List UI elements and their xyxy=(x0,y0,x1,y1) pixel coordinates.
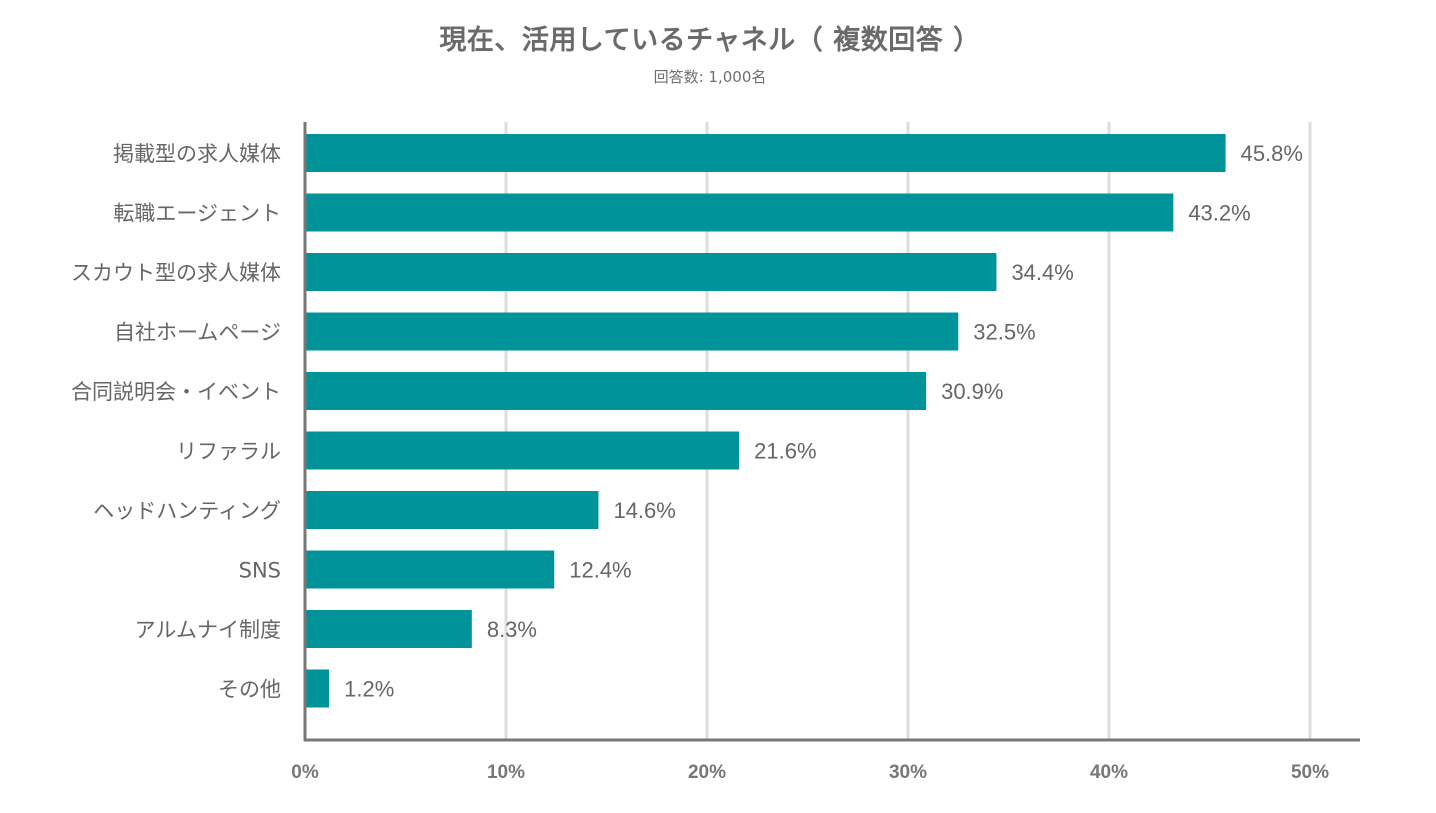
value-label-0: 45.8% xyxy=(1241,141,1303,166)
bar-0 xyxy=(306,134,1226,172)
category-label-8: アルムナイ制度 xyxy=(135,618,281,642)
bar-1 xyxy=(306,193,1174,232)
bar-7 xyxy=(306,550,555,589)
category-label-0: 掲載型の求人媒体 xyxy=(113,142,281,166)
bar-8 xyxy=(306,610,472,648)
x-tick-label-50: 50% xyxy=(1291,762,1329,783)
x-tick-label-20: 20% xyxy=(688,762,726,783)
category-label-6: ヘッドハンティング xyxy=(93,499,281,523)
category-label-1: 転職エージェント xyxy=(113,202,281,226)
x-tick-label-0: 0% xyxy=(291,762,319,783)
x-tick-label-10: 10% xyxy=(487,762,525,783)
bar-4 xyxy=(306,372,927,410)
bar-6 xyxy=(306,491,599,529)
category-label-2: スカウト型の求人媒体 xyxy=(71,261,281,285)
category-label-5: リファラル xyxy=(176,440,281,464)
value-label-7: 12.4% xyxy=(569,558,631,583)
bar-5 xyxy=(306,431,740,470)
category-label-9: その他 xyxy=(218,678,281,702)
bar-3 xyxy=(306,312,959,351)
category-label-7: SNS xyxy=(239,559,281,583)
value-label-5: 21.6% xyxy=(754,439,816,464)
value-label-4: 30.9% xyxy=(941,379,1003,404)
value-label-6: 14.6% xyxy=(613,498,675,523)
value-label-9: 1.2% xyxy=(344,677,394,702)
value-label-3: 32.5% xyxy=(973,320,1035,345)
category-label-4: 合同説明会・イベント xyxy=(71,380,281,404)
chart-title: 現在、活用しているチャネル（ 複数回答 ） xyxy=(439,25,981,56)
value-label-8: 8.3% xyxy=(487,617,537,642)
value-label-2: 34.4% xyxy=(1011,260,1073,285)
value-label-1: 43.2% xyxy=(1188,201,1250,226)
bar-2 xyxy=(306,253,997,291)
x-tick-label-30: 30% xyxy=(889,762,927,783)
category-label-3: 自社ホームページ xyxy=(114,321,281,345)
chart-subtitle: 回答数: 1,000名 xyxy=(653,68,767,86)
bar-9 xyxy=(306,669,330,708)
x-tick-label-40: 40% xyxy=(1090,762,1128,783)
